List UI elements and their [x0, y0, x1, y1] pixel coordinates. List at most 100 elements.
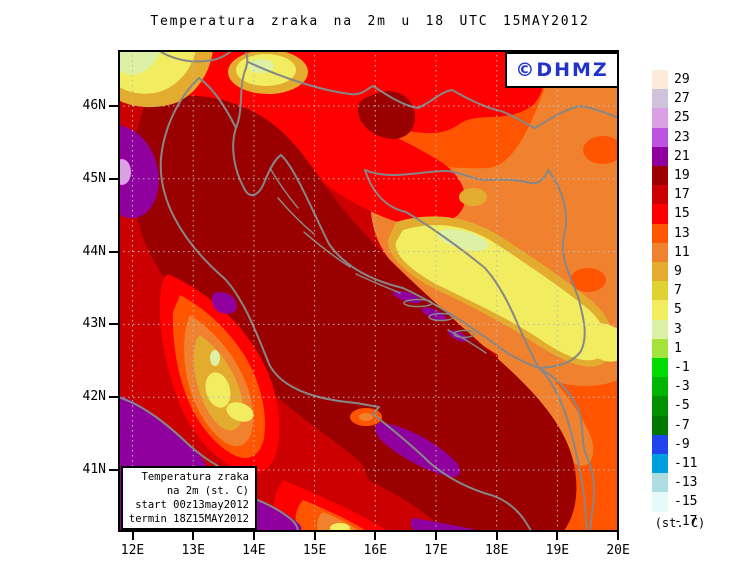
colorbar-swatch [652, 396, 668, 416]
colorbar-label: -13 [674, 475, 698, 491]
dhmz-logo-box: ©DHMZ [505, 52, 619, 88]
colorbar-swatch [652, 223, 668, 243]
border-italy-slovenia [235, 50, 249, 129]
colorbar-label: 21 [674, 148, 690, 164]
lon-tick-label: 19E [545, 543, 570, 558]
colorbar-swatch [652, 415, 668, 435]
colorbar-swatch [652, 70, 668, 90]
lon-tick-label: 16E [363, 543, 388, 558]
map-area [118, 50, 619, 532]
lon-tick-label: 17E [424, 543, 448, 558]
lon-tick [313, 532, 316, 540]
colorbar-label: 3 [674, 321, 682, 337]
italy-coastline [159, 77, 533, 532]
colorbar-swatch [652, 242, 668, 262]
lon-tick [617, 532, 620, 540]
colorbar-unit-label: (st. C) [654, 516, 706, 530]
colorbar-swatch [652, 454, 668, 474]
lon-tick [192, 532, 195, 540]
border-alps [157, 50, 234, 63]
colorbar-label: -3 [674, 379, 690, 395]
colorbar-label: 7 [674, 283, 682, 299]
lat-tick [109, 250, 118, 253]
colorbar-label: 27 [674, 91, 690, 107]
colorbar-label: -17 [674, 513, 698, 529]
lat-tick [109, 105, 118, 107]
lon-tick-label: 15E [302, 543, 327, 558]
lon-tick [374, 532, 377, 540]
info-line: termin 18Z15MAY2012 [128, 513, 249, 525]
lon-tick-label: 14E [242, 543, 266, 558]
temperature-contour-map [118, 50, 619, 532]
info-line: start 00z13may2012 [135, 499, 249, 511]
colorbar-label: -11 [674, 456, 698, 471]
lon-tick-label: 12E [120, 543, 145, 558]
lon-tick [556, 532, 559, 540]
colorbar-label: 1 [674, 340, 682, 356]
colorbar-label: -7 [674, 417, 690, 433]
lat-tick-label: 42N [82, 389, 106, 405]
border-sava [364, 169, 549, 185]
lon-tick [252, 532, 255, 540]
lon-tick-label: 13E [181, 543, 205, 558]
colorbar-label: 9 [674, 264, 682, 279]
colorbar-swatch [652, 262, 668, 282]
colorbar-label: 13 [674, 225, 690, 241]
forecast-info-box: Temperatura zraka na 2m (st. C) start 00… [121, 466, 257, 530]
colorbar-label: 11 [674, 244, 690, 260]
lat-tick-label: 44N [82, 243, 106, 259]
colorbar-swatch [652, 338, 668, 358]
lon-tick-label: 20E [606, 543, 630, 558]
colorbar-label: -9 [674, 436, 690, 452]
lon-tick [435, 532, 437, 540]
colorbar-swatch [652, 434, 668, 454]
colorbar-label: 15 [674, 206, 690, 222]
colorbar-swatch [652, 473, 668, 493]
colorbar-swatch [652, 319, 668, 339]
colorbar-label: 17 [674, 187, 690, 203]
colorbar-label: -1 [674, 360, 690, 375]
border-bosnia-east [538, 169, 586, 369]
lat-tick [109, 396, 118, 399]
border-north [247, 61, 619, 129]
colorbar-swatch [652, 358, 668, 378]
colorbar-swatch [652, 377, 668, 397]
lat-tick-label: 41N [82, 462, 106, 477]
colorbar-label: -5 [674, 398, 690, 414]
colorbar-swatch [652, 300, 668, 320]
colorbar-swatch [652, 204, 668, 224]
colorbar-swatch [652, 89, 668, 109]
colorbar-swatch [652, 281, 668, 301]
lat-tick-label: 46N [82, 98, 106, 113]
border-montenegro-albania [538, 367, 596, 532]
colorbar-label: 23 [674, 129, 690, 145]
lon-tick [495, 532, 498, 540]
lat-tick-label: 43N [82, 316, 106, 332]
colorbar-swatch [652, 185, 668, 205]
lon-tick [131, 532, 134, 540]
page-title: Temperatura zraka na 2m u 18 UTC 15MAY20… [150, 14, 590, 29]
colorbar-label: -15 [674, 494, 698, 510]
graticule [118, 50, 619, 532]
lat-tick [109, 323, 118, 326]
colorbar-label: 5 [674, 302, 682, 318]
info-line: Temperatura zraka [141, 471, 249, 483]
colorbar-swatch [652, 492, 668, 512]
lat-tick [109, 177, 118, 180]
colorbar-swatch [652, 166, 668, 186]
border-bosnia-west [364, 169, 540, 369]
dhmz-logo-text: ©DHMZ [515, 59, 609, 81]
info-line: na 2m (st. C) [166, 485, 249, 497]
colorbar-swatch [652, 108, 668, 128]
croatia-coastline [198, 77, 588, 532]
map-border [118, 50, 619, 532]
colorbar-label: 19 [674, 168, 690, 183]
colorbar-swatch [652, 146, 668, 166]
colorbar-label: 29 [674, 72, 690, 87]
colorbar-swatch [652, 511, 668, 531]
adriatic-islands [269, 167, 487, 354]
colorbar-label: 25 [674, 110, 690, 126]
colorbar-swatch [652, 127, 668, 147]
lat-tick-label: 45N [82, 170, 106, 186]
